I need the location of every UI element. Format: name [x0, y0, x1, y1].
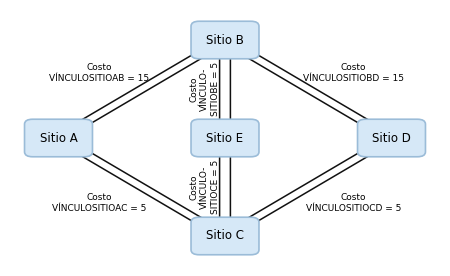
FancyBboxPatch shape [357, 119, 426, 157]
Text: Costo
VÍNCULO-
SITIOBE = 5: Costo VÍNCULO- SITIOBE = 5 [190, 62, 220, 116]
Text: Sitio C: Sitio C [206, 229, 244, 243]
Text: Sitio D: Sitio D [372, 131, 411, 145]
Text: Sitio B: Sitio B [206, 33, 244, 47]
Text: Sitio E: Sitio E [207, 131, 243, 145]
FancyBboxPatch shape [25, 119, 93, 157]
FancyBboxPatch shape [191, 119, 259, 157]
FancyBboxPatch shape [191, 21, 259, 59]
FancyBboxPatch shape [191, 217, 259, 255]
Text: Costo
VÍNCULOSITIOAC = 5: Costo VÍNCULOSITIOAC = 5 [52, 193, 146, 213]
Text: Costo
VÍNCULO-
SITIOCE = 5: Costo VÍNCULO- SITIOCE = 5 [190, 160, 220, 214]
Text: Costo
VÍNCULOSITIOCD = 5: Costo VÍNCULOSITIOCD = 5 [306, 193, 401, 213]
Text: Costo
VÍNCULOSITIOAB = 15: Costo VÍNCULOSITIOAB = 15 [49, 63, 149, 83]
Text: Sitio A: Sitio A [40, 131, 77, 145]
Text: Costo
VÍNCULOSITIOBD = 15: Costo VÍNCULOSITIOBD = 15 [303, 63, 404, 83]
